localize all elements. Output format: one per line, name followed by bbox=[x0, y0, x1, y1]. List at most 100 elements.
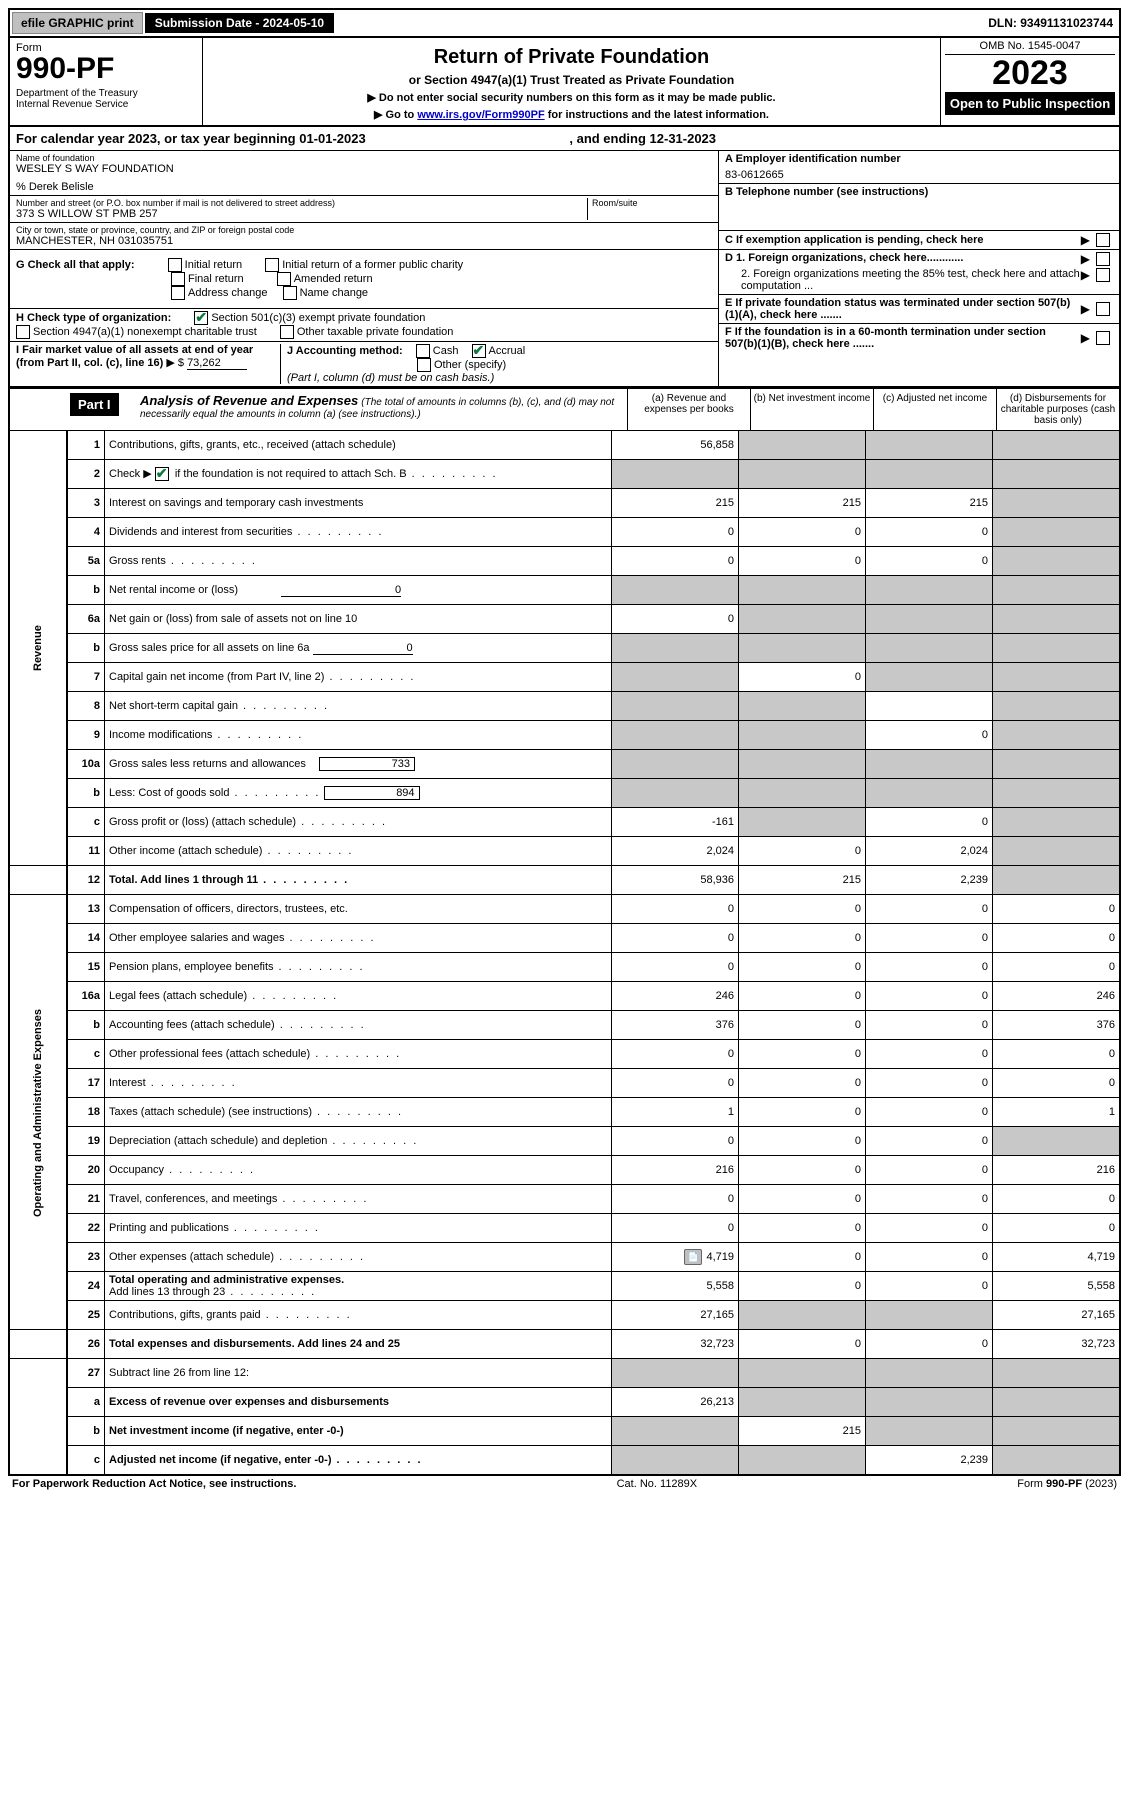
line-num: 6a bbox=[67, 605, 105, 634]
l20-a: 216 bbox=[612, 1156, 739, 1185]
line-num: 9 bbox=[67, 721, 105, 750]
line-desc: Capital gain net income (from Part IV, l… bbox=[105, 663, 612, 692]
page-footer: For Paperwork Reduction Act Notice, see … bbox=[8, 1476, 1121, 1492]
h-opt2: Section 4947(a)(1) nonexempt charitable … bbox=[33, 326, 257, 338]
d2-checkbox[interactable] bbox=[1096, 268, 1110, 282]
final-return-checkbox[interactable] bbox=[171, 272, 185, 286]
cash-checkbox[interactable] bbox=[416, 344, 430, 358]
foundation-name: WESLEY S WAY FOUNDATION bbox=[16, 163, 712, 175]
c-checkbox[interactable] bbox=[1096, 233, 1110, 247]
initial-return-checkbox[interactable] bbox=[168, 258, 182, 272]
line-desc: Check ▶ if the foundation is not require… bbox=[105, 460, 612, 489]
line-desc: Other professional fees (attach schedule… bbox=[105, 1040, 612, 1069]
part1-title: Analysis of Revenue and Expenses bbox=[140, 393, 358, 408]
line-desc: Other income (attach schedule) bbox=[105, 837, 612, 866]
l26-a: 32,723 bbox=[612, 1330, 739, 1359]
g-opt-4: Address change bbox=[188, 287, 268, 299]
l27b-b: 215 bbox=[739, 1417, 866, 1446]
d2-label: 2. Foreign organizations meeting the 85%… bbox=[725, 268, 1081, 292]
line-desc: Interest on savings and temporary cash i… bbox=[105, 489, 612, 518]
line-desc: Legal fees (attach schedule) bbox=[105, 982, 612, 1011]
name-change-checkbox[interactable] bbox=[283, 286, 297, 300]
l5b-inline: 0 bbox=[281, 584, 401, 597]
instructions-link[interactable]: www.irs.gov/Form990PF bbox=[417, 109, 544, 121]
line-desc: Depreciation (attach schedule) and deple… bbox=[105, 1127, 612, 1156]
l24-d: 5,558 bbox=[993, 1272, 1121, 1301]
g-opt-3: Amended return bbox=[294, 273, 373, 285]
line-num: b bbox=[67, 779, 105, 808]
l27c-c: 2,239 bbox=[866, 1446, 993, 1476]
l18-d: 1 bbox=[993, 1098, 1121, 1127]
l6a-a: 0 bbox=[612, 605, 739, 634]
line-desc: Total. Add lines 1 through 11 bbox=[105, 866, 612, 895]
line-num: 27 bbox=[67, 1359, 105, 1388]
l13-b: 0 bbox=[739, 895, 866, 924]
other-method-checkbox[interactable] bbox=[417, 358, 431, 372]
line-desc: Adjusted net income (if negative, enter … bbox=[105, 1446, 612, 1476]
line-desc: Net investment income (if negative, ente… bbox=[105, 1417, 612, 1446]
d1-checkbox[interactable] bbox=[1096, 252, 1110, 266]
line-desc: Contributions, gifts, grants, etc., rece… bbox=[105, 431, 612, 460]
l18-c: 0 bbox=[866, 1098, 993, 1127]
l19-c: 0 bbox=[866, 1127, 993, 1156]
address-change-checkbox[interactable] bbox=[171, 286, 185, 300]
l16c-c: 0 bbox=[866, 1040, 993, 1069]
line-num: 24 bbox=[67, 1272, 105, 1301]
line-num: 21 bbox=[67, 1185, 105, 1214]
line-desc: Total operating and administrative expen… bbox=[105, 1272, 612, 1301]
accrual-checkbox[interactable] bbox=[472, 344, 486, 358]
l16c-a: 0 bbox=[612, 1040, 739, 1069]
amended-return-checkbox[interactable] bbox=[277, 272, 291, 286]
l21-c: 0 bbox=[866, 1185, 993, 1214]
l14-d: 0 bbox=[993, 924, 1121, 953]
col-c-header: (c) Adjusted net income bbox=[873, 389, 996, 430]
l5a-b: 0 bbox=[739, 547, 866, 576]
l20-b: 0 bbox=[739, 1156, 866, 1185]
city-state-zip: MANCHESTER, NH 031035751 bbox=[16, 235, 712, 247]
j-label: J Accounting method: bbox=[287, 345, 403, 357]
efile-print-button[interactable]: efile GRAPHIC print bbox=[12, 12, 143, 34]
l14-a: 0 bbox=[612, 924, 739, 953]
line-desc: Net short-term capital gain bbox=[105, 692, 612, 721]
l16a-a: 246 bbox=[612, 982, 739, 1011]
ein-value: 83-0612665 bbox=[725, 169, 1113, 181]
4947-checkbox[interactable] bbox=[16, 325, 30, 339]
line-num: 13 bbox=[67, 895, 105, 924]
l26-d: 32,723 bbox=[993, 1330, 1121, 1359]
line-num: 12 bbox=[67, 866, 105, 895]
schedule-icon[interactable]: 📄 bbox=[684, 1249, 702, 1265]
open-public-badge: Open to Public Inspection bbox=[945, 92, 1115, 115]
l16b-d: 376 bbox=[993, 1011, 1121, 1040]
analysis-table: Revenue 1Contributions, gifts, grants, e… bbox=[8, 430, 1121, 1476]
l17-a: 0 bbox=[612, 1069, 739, 1098]
line-num: 15 bbox=[67, 953, 105, 982]
501c3-checkbox[interactable] bbox=[194, 311, 208, 325]
line-desc: Net gain or (loss) from sale of assets n… bbox=[105, 605, 612, 634]
g-label: G Check all that apply: bbox=[16, 259, 135, 271]
dept-label: Department of the Treasury bbox=[16, 88, 196, 99]
initial-former-checkbox[interactable] bbox=[265, 258, 279, 272]
l20-c: 0 bbox=[866, 1156, 993, 1185]
g-opt-2: Final return bbox=[188, 273, 244, 285]
street-address: 373 S WILLOW ST PMB 257 bbox=[16, 208, 587, 220]
cal-year-end: , and ending 12-31-2023 bbox=[569, 131, 716, 146]
e-label: E If private foundation status was termi… bbox=[725, 297, 1081, 321]
schb-checkbox[interactable] bbox=[155, 467, 169, 481]
line-desc: Travel, conferences, and meetings bbox=[105, 1185, 612, 1214]
l16b-a: 376 bbox=[612, 1011, 739, 1040]
l27a-a: 26,213 bbox=[612, 1388, 739, 1417]
line-num: b bbox=[67, 1417, 105, 1446]
f-checkbox[interactable] bbox=[1096, 331, 1110, 345]
l15-d: 0 bbox=[993, 953, 1121, 982]
instr-goto-post: for instructions and the latest informat… bbox=[545, 109, 769, 121]
l14-c: 0 bbox=[866, 924, 993, 953]
e-checkbox[interactable] bbox=[1096, 302, 1110, 316]
g-opt-5: Name change bbox=[300, 287, 369, 299]
line-num: b bbox=[67, 634, 105, 663]
j-accrual: Accrual bbox=[489, 345, 526, 357]
l11-b: 0 bbox=[739, 837, 866, 866]
line-desc: Less: Cost of goods sold 894 bbox=[105, 779, 612, 808]
other-taxable-checkbox[interactable] bbox=[280, 325, 294, 339]
line-num: b bbox=[67, 1011, 105, 1040]
line-num: 3 bbox=[67, 489, 105, 518]
